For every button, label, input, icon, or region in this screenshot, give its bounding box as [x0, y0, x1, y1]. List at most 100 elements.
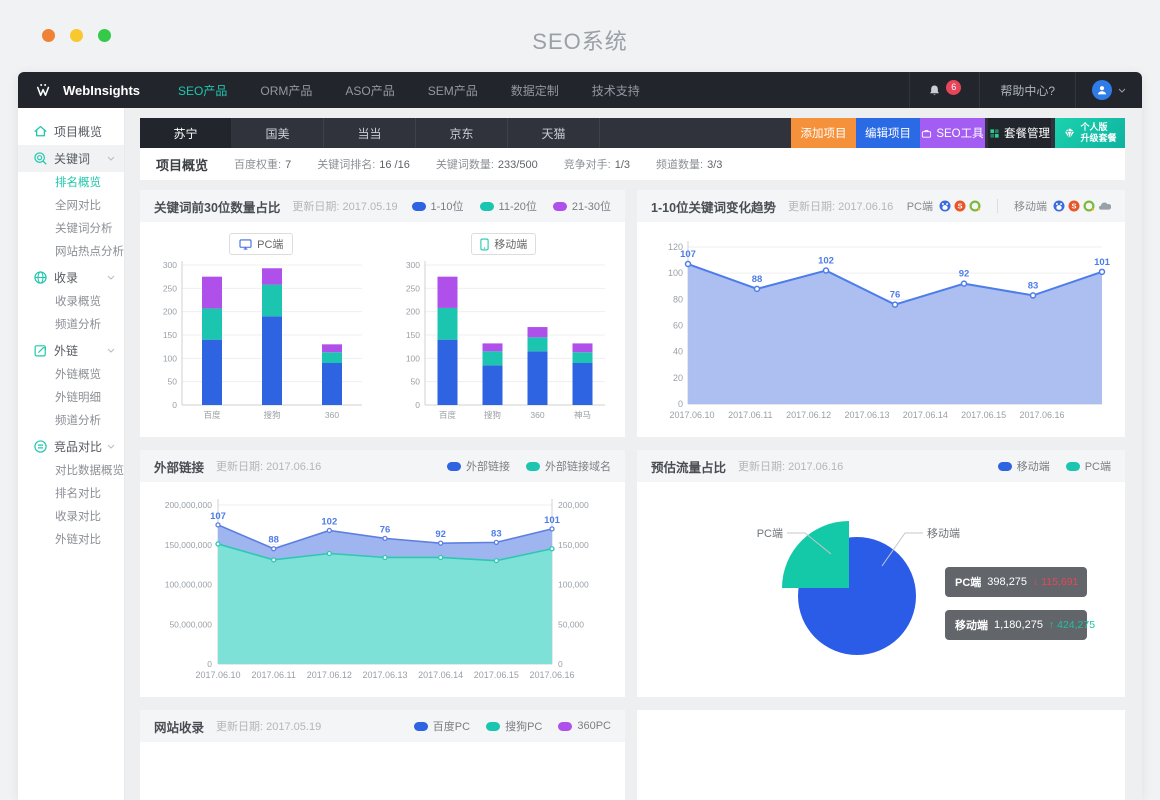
- svg-text:40: 40: [673, 347, 683, 357]
- project-tab-3[interactable]: 京东: [416, 118, 508, 148]
- svg-text:150,000: 150,000: [558, 540, 589, 550]
- mobile-filter-label[interactable]: 移动端: [1014, 201, 1047, 213]
- project-tab-2[interactable]: 当当: [324, 118, 416, 148]
- sogou-icon[interactable]: S: [954, 200, 966, 212]
- card-keyword-trend-header: 1-10位关键词变化趋势 更新日期: 2017.06.16 PC端 S 移动端 …: [637, 190, 1125, 222]
- sidebar-item-2-0[interactable]: 收录概览: [55, 296, 101, 308]
- sidebar-item-4-1[interactable]: 排名对比: [55, 488, 101, 500]
- app-window: WebInsights SEO产品 ORM产品 ASO产品 SEM产品 数据定制 技术支持…: [18, 72, 1142, 800]
- legend-item-0[interactable]: 外部链接: [447, 458, 510, 474]
- 360-icon[interactable]: [1083, 200, 1095, 212]
- legend-item-0[interactable]: 移动端: [997, 458, 1050, 474]
- legend-item-1[interactable]: 11-20位: [479, 198, 537, 214]
- window-close-button[interactable]: [42, 29, 55, 42]
- upgrade-plan-button[interactable]: 个人版 升级套餐: [1055, 118, 1125, 148]
- project-tab-0[interactable]: 苏宁: [140, 118, 232, 148]
- card-backlinks-body: 0 0 50,000,000 50,000 100,000,000 100,000 150,…: [140, 487, 625, 697]
- legend-item-0[interactable]: 1-10位: [411, 198, 464, 214]
- edit-project-button[interactable]: 编辑项目: [856, 118, 920, 148]
- notifications-button[interactable]: 6: [909, 72, 979, 108]
- svg-text:50,000,000: 50,000,000: [169, 619, 212, 629]
- divider: [997, 199, 998, 213]
- package-manage-button[interactable]: 套餐管理: [988, 118, 1051, 148]
- sidebar-section-0[interactable]: 项目概览: [18, 118, 124, 145]
- sidebar-item-4-2[interactable]: 收录对比: [55, 511, 101, 523]
- seo-tools-button[interactable]: SEO工具: [920, 118, 985, 148]
- navbar-item-3[interactable]: SEM产品: [427, 83, 478, 98]
- 360-icon[interactable]: [969, 200, 981, 212]
- svg-text:2017.06.13: 2017.06.13: [844, 410, 889, 420]
- svg-text:2017.06.11: 2017.06.11: [728, 410, 772, 420]
- sidebar-section-4[interactable]: 竞品对比: [18, 433, 124, 460]
- sidebar-item-1-1[interactable]: 全网对比: [55, 200, 101, 212]
- sidebar-section-1[interactable]: 关键词: [18, 145, 124, 172]
- sidebar-item-3-0[interactable]: 外链概览: [55, 369, 101, 381]
- sidebar-item-4-3[interactable]: 外链对比: [55, 534, 101, 546]
- sidebar-item-1-0[interactable]: 排名概览: [55, 177, 101, 189]
- navbar-item-1[interactable]: ORM产品: [260, 83, 313, 98]
- svg-text:76: 76: [379, 524, 390, 535]
- navbar-item-4[interactable]: 数据定制: [510, 83, 559, 98]
- svg-text:2017.06.16: 2017.06.16: [1019, 410, 1064, 420]
- notification-badge: 6: [946, 79, 962, 95]
- legend-label: 搜狗PC: [505, 721, 543, 733]
- window-minimize-button[interactable]: [70, 29, 83, 42]
- svg-text:250: 250: [406, 283, 420, 293]
- window-titlebar: SEO系统: [0, 0, 1160, 72]
- svg-text:0: 0: [415, 400, 420, 410]
- help-center-link[interactable]: 帮助中心?: [979, 72, 1075, 108]
- legend-item-1[interactable]: PC端: [1065, 458, 1111, 474]
- sidebar-item-3-2[interactable]: 频道分析: [55, 415, 101, 427]
- sidebar-section-2[interactable]: 收录: [18, 264, 124, 291]
- sogou-icon[interactable]: S: [1068, 200, 1080, 212]
- svg-text:搜狗: 搜狗: [264, 410, 281, 420]
- card-updated: 更新日期: 2017.06.16: [738, 461, 844, 473]
- sidebar-item-1-3[interactable]: 网站热点分析: [55, 246, 124, 258]
- navbar-item-2[interactable]: ASO产品: [345, 83, 395, 98]
- project-tab-1[interactable]: 国美: [232, 118, 324, 148]
- legend-item-2[interactable]: 21-30位: [552, 198, 611, 214]
- project-tab-4[interactable]: 天猫: [508, 118, 600, 148]
- avatar: [1092, 80, 1112, 100]
- card-updated: 更新日期: 2017.05.19: [292, 201, 398, 213]
- legend-label: 外部链接: [466, 461, 510, 473]
- svg-text:2017.06.15: 2017.06.15: [961, 410, 1006, 420]
- mobile-toggle-button[interactable]: 移动端: [471, 233, 537, 255]
- arrow-down-delta: ↓ 115,691: [1033, 576, 1079, 588]
- svg-text:S: S: [957, 202, 962, 211]
- main-content: 苏宁 国美 当当 京东 天猫 添加项目 编辑项目 SEO工具 套餐管理: [125, 108, 1142, 800]
- svg-text:50: 50: [410, 377, 420, 387]
- brand[interactable]: WebInsights: [36, 83, 140, 98]
- shenma-icon[interactable]: [1098, 201, 1111, 211]
- sidebar-item-2-1[interactable]: 频道分析: [55, 319, 101, 331]
- baidu-icon[interactable]: [1053, 200, 1065, 212]
- window-zoom-button[interactable]: [98, 29, 111, 42]
- legend-item-0[interactable]: 百度PC: [413, 718, 470, 734]
- sidebar-item-4-0[interactable]: 对比数据概览: [55, 465, 124, 477]
- legend-swatch: [552, 201, 567, 211]
- user-menu[interactable]: [1075, 72, 1142, 108]
- card-traffic-share-body: PC端 移动端 PC端 398,275 ↓ 115,691 移动端 1,180,275 ↑ …: [637, 482, 1125, 697]
- svg-text:83: 83: [1028, 280, 1039, 291]
- card-backlinks-header: 外部链接 更新日期: 2017.06.16 外部链接 外部链接域名: [140, 450, 625, 482]
- legend-item-1[interactable]: 搜狗PC: [486, 718, 542, 734]
- sidebar-section-3[interactable]: 外链: [18, 337, 124, 364]
- sidebar-section-label: 竞品对比: [54, 440, 103, 454]
- svg-text:107: 107: [210, 511, 226, 522]
- navbar-item-5[interactable]: 技术支持: [591, 83, 640, 98]
- add-project-button[interactable]: 添加项目: [791, 118, 856, 148]
- legend-item-1[interactable]: 外部链接域名: [526, 458, 611, 474]
- svg-text:0: 0: [558, 659, 563, 669]
- pc-filter-label[interactable]: PC端: [906, 201, 933, 213]
- sidebar-item-3-1[interactable]: 外链明细: [55, 392, 101, 404]
- chevron-down-icon: [107, 275, 115, 280]
- pc-toggle-button[interactable]: PC端: [229, 233, 294, 255]
- legend-item-2[interactable]: 360PC: [558, 720, 611, 732]
- navbar-item-0[interactable]: SEO产品: [178, 83, 228, 98]
- baidu-icon[interactable]: [939, 200, 951, 212]
- legend-swatch: [558, 721, 573, 731]
- svg-text:88: 88: [268, 535, 279, 546]
- svg-text:2017.06.12: 2017.06.12: [786, 410, 831, 420]
- sidebar-item-1-2[interactable]: 关键词分析: [55, 223, 113, 235]
